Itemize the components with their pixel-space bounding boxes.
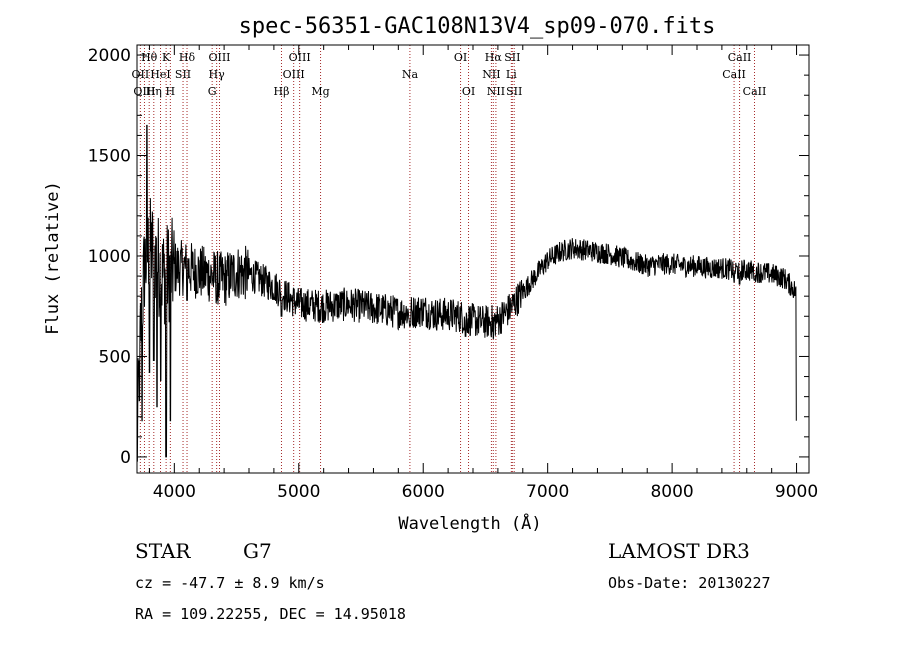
line-label-9: OIII (208, 51, 230, 64)
line-label-1: OII (132, 68, 150, 81)
line-label-11: G (208, 85, 217, 98)
coordinates: RA = 109.22255, DEC = 14.95018 (135, 605, 406, 623)
line-label-10: Hγ (209, 68, 226, 81)
flux-line (136, 124, 797, 462)
x-axis-title: Wavelength (Å) (398, 512, 541, 534)
y-tick-label-0: 0 (120, 448, 131, 468)
y-tick-label-4: 2000 (88, 46, 131, 66)
y-tick-label-3: 1500 (88, 147, 131, 167)
line-label-13: OIII (283, 68, 305, 81)
line-label-14: Hβ (274, 85, 290, 98)
x-tick-label-4: 8000 (650, 482, 693, 502)
line-label-20: SII (504, 51, 520, 64)
flux-series (136, 124, 797, 462)
chart-title: spec-56351-GAC108N13V4_sp09-070.fits (239, 14, 716, 39)
x-tick-label-1: 5000 (277, 482, 320, 502)
y-axis-title: Flux (relative) (43, 181, 63, 335)
x-tick-label-5: 9000 (775, 482, 818, 502)
redshift-value: cz = -47.7 ± 8.9 km/s (135, 574, 325, 592)
x-tick-label-2: 6000 (402, 482, 445, 502)
line-label-23: NII (487, 85, 505, 98)
line-label-4: HeI (150, 68, 170, 81)
line-label-18: OI (462, 85, 475, 98)
line-label-24: SII (506, 85, 522, 98)
line-label-16: Na (402, 68, 419, 81)
line-label-7: SII (175, 68, 191, 81)
line-label-0: Hθ (141, 51, 158, 64)
line-label-25: CaII (728, 51, 752, 64)
axis-ticks (137, 45, 809, 473)
line-label-19: Hα (485, 51, 503, 64)
survey-name: LAMOST DR3 (608, 539, 750, 563)
object-subclass: G7 (243, 539, 272, 563)
object-class: STAR (135, 539, 191, 563)
line-label-22: Li (506, 68, 517, 81)
line-label-3: K (162, 51, 171, 64)
y-tick-label-1: 500 (99, 347, 131, 367)
line-label-17: OI (454, 51, 467, 64)
line-label-6: Hδ (179, 51, 196, 64)
observation-date: Obs-Date: 20130227 (608, 574, 771, 592)
line-label-21: NII (482, 68, 500, 81)
x-tick-label-0: 4000 (153, 482, 196, 502)
line-label-15: Mg (311, 85, 329, 98)
line-label-12: OIII (289, 51, 311, 64)
x-tick-label-3: 7000 (526, 482, 569, 502)
line-label-26: CaII (722, 68, 746, 81)
line-label-27: CaII (743, 85, 767, 98)
line-label-5: Hη (146, 85, 162, 98)
line-label-8: H (166, 85, 176, 98)
axis-tick-labels: 4000 5000 6000 7000 8000 9000 0 500 1000 1500 2000 (88, 46, 818, 502)
y-tick-label-2: 1000 (88, 247, 131, 267)
